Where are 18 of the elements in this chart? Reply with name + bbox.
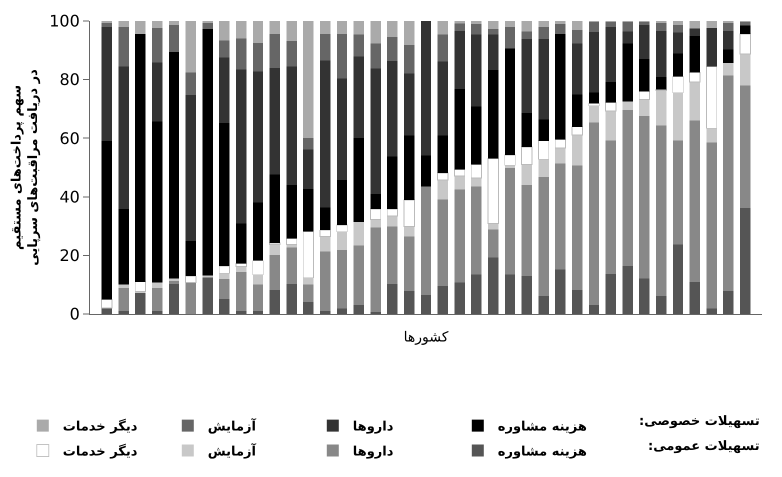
text: :تسهیلات خصوصی <box>639 414 760 429</box>
legend-label: هزینه مشاوره <box>498 420 587 435</box>
legend-label: آزمایش <box>208 418 256 435</box>
legend-label: داروها <box>352 420 394 435</box>
legend-label: دیگر خدمات <box>62 418 138 435</box>
x-axis-title: کشورها <box>404 330 449 346</box>
y-tick-label: 0 <box>70 304 80 324</box>
y-tick-label: 80 <box>59 70 80 90</box>
legend-label: آزمایش <box>208 442 256 460</box>
y-tick-label: 40 <box>59 187 80 206</box>
y-tick-label: 20 <box>59 246 80 265</box>
y-axis-title: سهم پرداخت‌های مستقیم در دریافت مراقبت‌های سرپایی <box>9 68 42 266</box>
legend-label: داروها <box>352 444 394 460</box>
legend-label: دیگر خدمات <box>62 444 138 460</box>
legend-label: هزینه مشاوره <box>498 444 587 460</box>
y-tick-label: 60 <box>59 128 80 148</box>
text: :تسهیلات عمومی <box>648 439 760 454</box>
y-tick-label: 100 <box>49 12 80 31</box>
